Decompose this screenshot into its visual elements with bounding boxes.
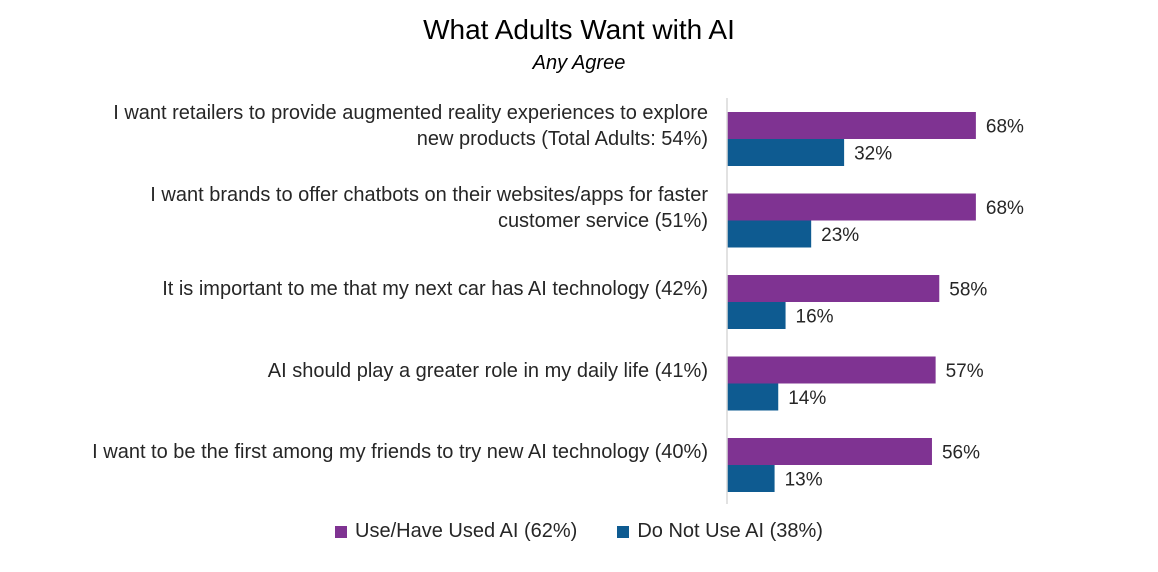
category-label: I want retailers to provide augmented re… <box>113 102 708 150</box>
data-label: 32% <box>854 144 892 165</box>
bar-no-ai <box>727 220 812 248</box>
legend-swatch-use-ai <box>335 525 348 538</box>
category-label: AI should play a greater role in my dail… <box>267 359 708 382</box>
legend-label-use-ai: Use/Have Used AI (62%) <box>355 520 578 542</box>
legend-swatch-no-ai <box>617 525 630 538</box>
bar-no-ai <box>727 383 779 411</box>
data-label: 68% <box>986 117 1024 138</box>
legend-label-no-ai: Do Not Use AI (38%) <box>637 520 823 542</box>
bar-use-ai <box>727 356 936 384</box>
bar-no-ai <box>727 465 775 492</box>
data-label: 58% <box>949 280 987 301</box>
data-label: 14% <box>788 388 826 409</box>
data-label: 57% <box>946 361 984 382</box>
legend-item-no-ai: Do Not Use AI (38%) <box>617 520 823 543</box>
chart-title: What Adults Want with AI <box>423 14 735 45</box>
legend: Use/Have Used AI (62%) Do Not Use AI (38… <box>0 520 1158 543</box>
data-label: 56% <box>942 443 980 464</box>
bar-use-ai <box>727 112 976 139</box>
chart-subtitle: Any Agree <box>532 52 626 74</box>
bar-no-ai <box>727 139 845 166</box>
category-label: I want to be the first among my friends … <box>92 441 708 463</box>
data-label: 13% <box>785 470 823 491</box>
data-label: 23% <box>821 225 859 246</box>
bar-use-ai <box>727 438 932 465</box>
category-label: It is important to me that my next car h… <box>162 278 708 300</box>
legend-item-use-ai: Use/Have Used AI (62%) <box>335 520 577 543</box>
bar-no-ai <box>727 302 786 329</box>
bar-use-ai <box>727 275 940 302</box>
category-label: I want brands to offer chatbots on their… <box>150 183 708 232</box>
data-label: 68% <box>986 198 1024 219</box>
bar-use-ai <box>727 193 976 221</box>
data-label: 16% <box>796 307 834 328</box>
